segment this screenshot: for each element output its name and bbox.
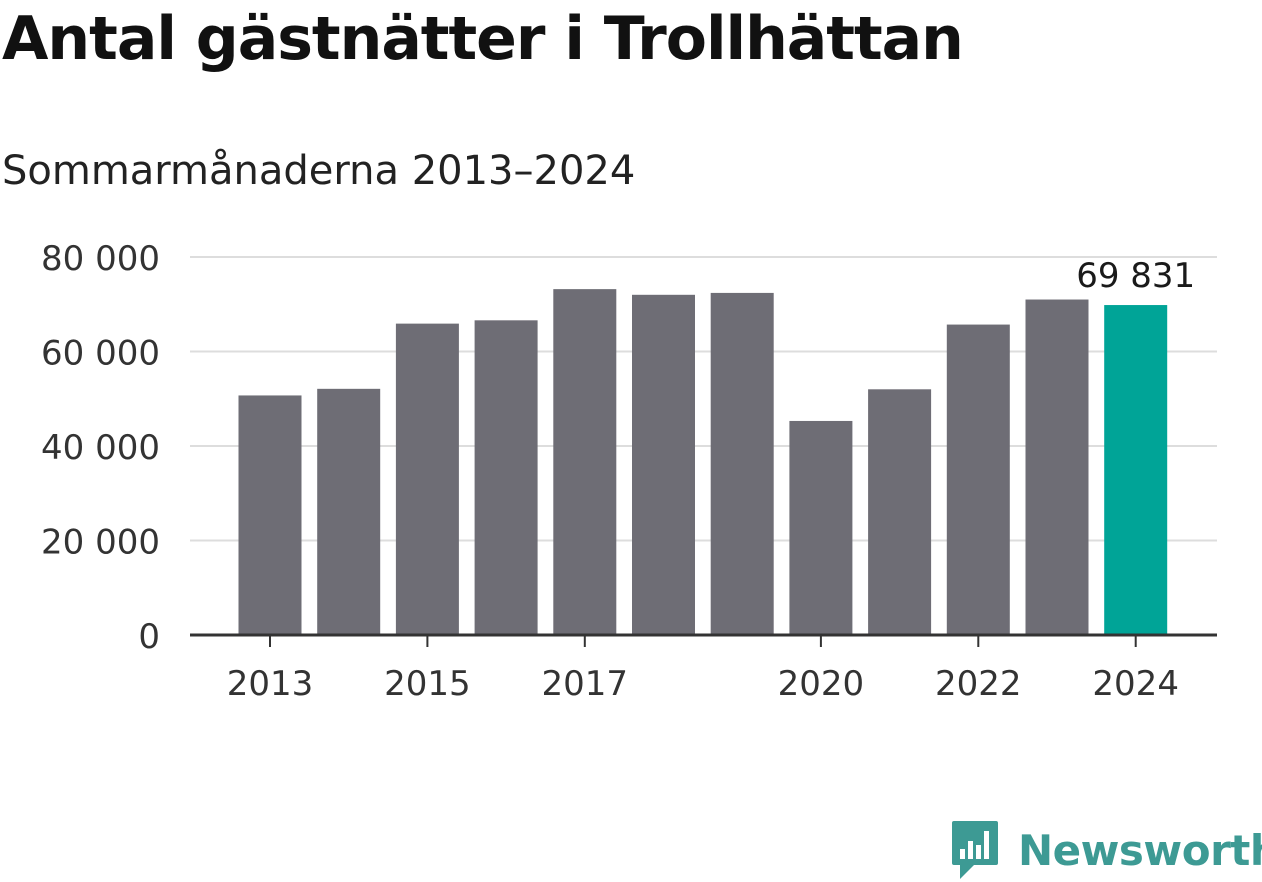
data-labels: 69 831 (1076, 256, 1195, 296)
x-tick-label: 2022 (935, 664, 1022, 704)
newsworthy-logo-icon (952, 821, 998, 879)
bar-2017 (553, 289, 617, 635)
x-tick-label: 2015 (384, 664, 471, 704)
bar-2024 (1104, 305, 1168, 635)
y-tick-label: 60 000 (41, 334, 160, 374)
y-tick-label: 20 000 (41, 523, 160, 563)
chart-title: Antal gästnätter i Trollhättan (2, 4, 964, 74)
bar-2023 (1025, 299, 1089, 635)
bar-2019 (710, 292, 774, 635)
bar-2020 (789, 420, 853, 635)
brand-logo: Newsworthy (950, 818, 1262, 882)
x-tick-label: 2020 (778, 664, 865, 704)
bar-2021 (868, 389, 932, 635)
x-tick-label: 2024 (1092, 664, 1179, 704)
brand-name: Newsworthy (1018, 825, 1262, 875)
bar-2022 (946, 324, 1010, 635)
x-tick-label: 2017 (542, 664, 629, 704)
bar-2013 (238, 395, 302, 635)
y-tick-label: 40 000 (41, 428, 160, 468)
y-tick-label: 0 (138, 617, 160, 657)
bar-2014 (317, 388, 381, 635)
bar-2016 (474, 320, 538, 635)
y-tick-label: 80 000 (41, 239, 160, 279)
x-tick-label: 2013 (227, 664, 314, 704)
bars (238, 289, 1168, 635)
x-axis: 2013 2015 2017 2020 2022 2024 (190, 633, 1217, 704)
bar-2015 (395, 323, 459, 635)
bar-2018 (632, 294, 695, 635)
chart-subtitle: Sommarmånaderna 2013–2024 (2, 148, 636, 194)
y-axis: 0 20 000 40 000 60 000 80 000 (41, 239, 160, 657)
data-label: 69 831 (1076, 256, 1195, 296)
